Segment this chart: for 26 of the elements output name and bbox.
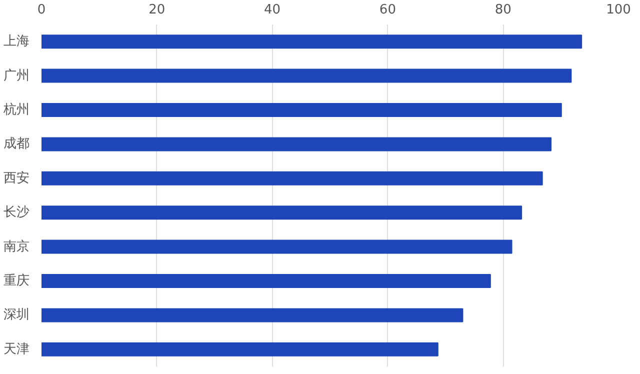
x-tick-label: 20 [148, 2, 166, 18]
x-tick-label: 40 [264, 2, 281, 18]
y-tick-label: 西安 [4, 170, 30, 186]
bar [42, 274, 491, 288]
bar [42, 137, 552, 152]
x-tick-label: 80 [494, 2, 512, 18]
y-tick-label: 深圳 [4, 308, 30, 323]
bar [42, 308, 464, 322]
x-tick-label: 0 [37, 2, 46, 18]
y-tick-label: 南京 [4, 239, 30, 254]
y-tick-label: 重庆 [4, 274, 30, 288]
y-tick-label: 上海 [4, 34, 30, 50]
y-tick-label: 天津 [4, 342, 30, 357]
y-tick-label: 长沙 [4, 205, 30, 220]
y-tick-label: 杭州 [2, 102, 30, 118]
y-tick-label: 成都 [4, 136, 30, 152]
bar [42, 34, 582, 49]
bar [42, 206, 522, 220]
bar [42, 68, 572, 83]
bar [42, 171, 543, 186]
bar [42, 240, 512, 254]
y-tick-label: 广州 [4, 68, 30, 84]
bar [42, 103, 562, 117]
x-tick-label: 100 [606, 2, 631, 18]
bar [42, 342, 438, 356]
x-tick-label: 60 [379, 2, 396, 18]
